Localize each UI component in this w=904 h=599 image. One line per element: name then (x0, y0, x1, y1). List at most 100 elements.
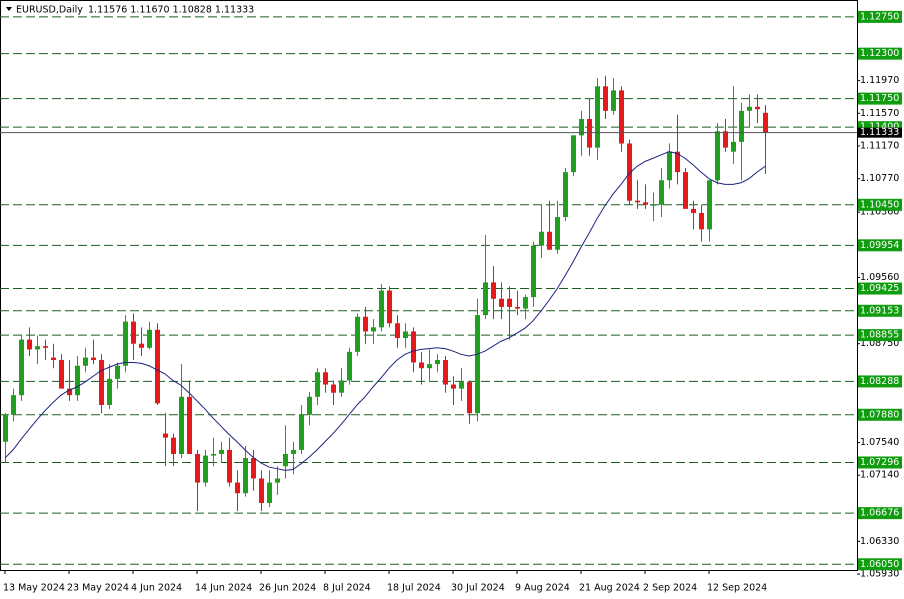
x-tick-label: 4 Jun 2024 (131, 583, 182, 594)
candle-body (227, 449, 232, 483)
candle-body (203, 455, 208, 483)
candle-body (267, 482, 272, 504)
x-tick-label: 14 Jun 2024 (195, 583, 252, 594)
level-label: 1.06050 (860, 559, 899, 570)
level-label-box (858, 47, 902, 60)
candle-body (139, 343, 144, 348)
level-label-box (858, 198, 902, 211)
candle-body (683, 172, 688, 209)
candle-body (747, 106, 752, 111)
y-tick-label: 1.11970 (860, 75, 899, 86)
candle-body (123, 321, 128, 366)
level-label-box (858, 507, 902, 520)
level-label-box (858, 92, 902, 105)
y-tick-label: 1.09560 (860, 272, 899, 283)
candle-body (307, 396, 312, 415)
level-label: 1.09425 (860, 283, 899, 294)
candle-body (467, 382, 472, 414)
level-label-box (858, 10, 902, 23)
candle-body (19, 339, 24, 396)
x-tick-label: 13 May 2024 (3, 583, 65, 594)
candle-body (107, 378, 112, 405)
candle-body (187, 396, 192, 454)
candle-body (451, 384, 456, 389)
y-tick-label: 1.11170 (860, 140, 899, 151)
candle-body (675, 151, 680, 173)
candle-body (507, 298, 512, 307)
candle-body (643, 202, 648, 205)
candle-body (59, 360, 64, 389)
candle-body (659, 180, 664, 205)
candle-body (339, 380, 344, 393)
candle-body (299, 414, 304, 450)
candle-body (427, 364, 432, 369)
candle-body (667, 151, 672, 181)
candle-body (363, 316, 368, 332)
level-label: 1.09954 (860, 240, 899, 251)
x-tick-label: 12 Sep 2024 (707, 583, 767, 594)
y-tick-label: 1.06330 (860, 536, 899, 547)
candle-body (323, 372, 328, 385)
candle-body (555, 217, 560, 250)
level-label-box (858, 304, 902, 317)
x-tick-label: 21 Aug 2024 (579, 583, 640, 594)
candle-body (579, 119, 584, 136)
y-tick-label: 1.07140 (860, 470, 899, 481)
candle-body (91, 357, 96, 361)
y-tick-label: 1.05930 (860, 569, 899, 580)
candle-body (291, 449, 296, 454)
candle-body (403, 331, 408, 338)
candle-body (739, 110, 744, 142)
candle-body (171, 437, 176, 454)
candle-body (83, 357, 88, 366)
x-tick-label: 23 May 2024 (67, 583, 129, 594)
candle-body (635, 200, 640, 203)
x-tick-label: 18 Jul 2024 (387, 583, 441, 594)
level-label-box (858, 282, 902, 295)
candle-body (251, 458, 256, 479)
y-tick-label: 1.08750 (860, 338, 899, 349)
x-tick-label: 2 Sep 2024 (643, 583, 697, 594)
candle-body (627, 143, 632, 201)
y-tick-label: 1.10360 (860, 207, 899, 218)
candle-body (755, 106, 760, 110)
candle-body (155, 329, 160, 404)
candle-body (235, 482, 240, 494)
y-tick-label: 1.10770 (860, 173, 899, 184)
candle-body (475, 315, 480, 414)
candle-body (147, 329, 152, 348)
level-label: 1.10450 (860, 199, 899, 210)
level-label: 1.12750 (860, 11, 899, 22)
candle-body (395, 323, 400, 338)
candle-body (523, 297, 528, 309)
candle-body (179, 396, 184, 454)
level-label-box (858, 558, 902, 571)
level-label: 1.09153 (860, 305, 899, 316)
candle-body (763, 112, 768, 133)
candle-body (731, 141, 736, 152)
level-label-box (858, 456, 902, 469)
candle-body (35, 346, 40, 350)
candle-body (419, 362, 424, 369)
candle-body (499, 298, 504, 307)
level-label-box (858, 375, 902, 388)
level-label-box (858, 329, 902, 342)
x-tick-label: 9 Aug 2024 (515, 583, 570, 594)
y-tick-label: 1.07540 (860, 437, 899, 448)
candle-body (67, 388, 72, 396)
candle-body (243, 458, 248, 494)
level-label: 1.12300 (860, 48, 899, 59)
level-label: 1.11400 (860, 122, 899, 133)
candle-body (411, 331, 416, 363)
candle-body (43, 346, 48, 348)
candle-body (3, 414, 8, 442)
level-label: 1.11750 (860, 93, 899, 104)
candle-body (547, 231, 552, 250)
candle-body (459, 382, 464, 389)
candle-body (443, 360, 448, 385)
moving-average (4, 151, 766, 471)
candle-body (275, 478, 280, 483)
candle-body (195, 453, 200, 483)
candle-body (699, 212, 704, 230)
